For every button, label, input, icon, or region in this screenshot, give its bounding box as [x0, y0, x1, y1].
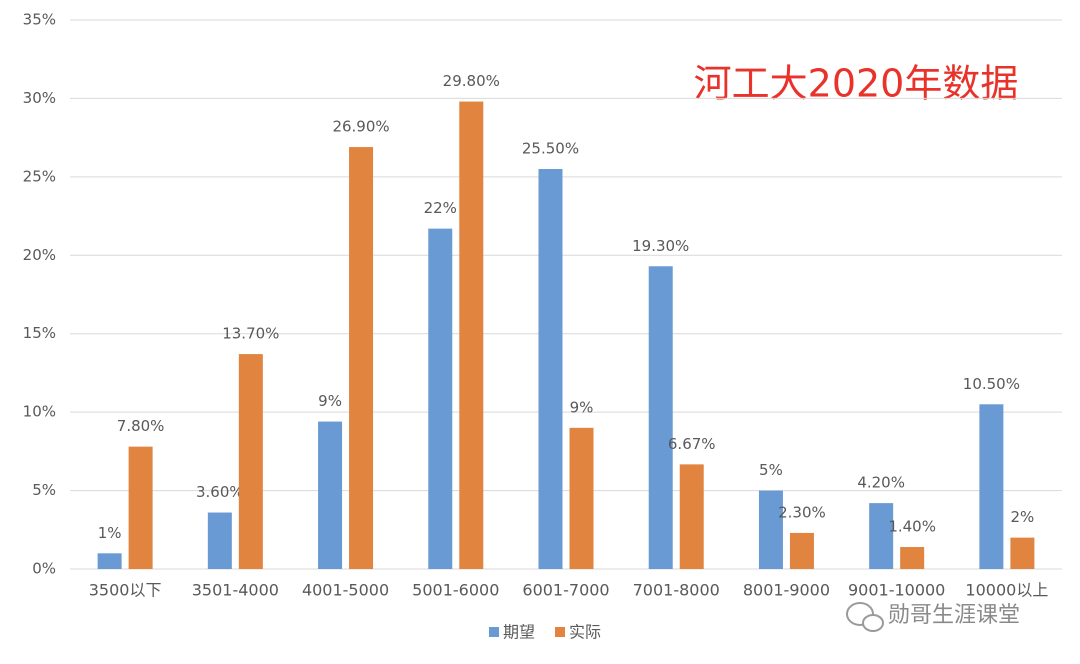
value-label: 9%: [570, 398, 594, 416]
bar: [459, 101, 484, 570]
value-label: 22%: [424, 199, 457, 217]
value-label: 19.30%: [632, 237, 689, 255]
value-label: 1.40%: [888, 518, 936, 536]
value-label: 2%: [1010, 508, 1034, 526]
bar: [207, 512, 232, 569]
bar: [128, 446, 153, 569]
value-label: 4.20%: [857, 474, 905, 492]
x-tick-label: 6001-7000: [522, 581, 609, 600]
bar: [758, 490, 783, 569]
x-tick-label: 7001-8000: [633, 581, 720, 600]
bar: [97, 553, 122, 569]
y-tick-label: 35%: [23, 11, 56, 29]
y-tick-label: 0%: [32, 560, 56, 578]
value-label: 29.80%: [443, 72, 500, 90]
bar: [569, 427, 594, 569]
value-label: 13.70%: [222, 325, 279, 343]
x-tick-label: 4001-5000: [302, 581, 389, 600]
y-tick-label: 20%: [23, 246, 56, 264]
bar: [789, 532, 814, 569]
bar: [1010, 537, 1035, 569]
y-tick-label: 10%: [23, 403, 56, 421]
watermark-icon: [846, 602, 884, 632]
bar: [869, 503, 894, 569]
bar: [538, 169, 563, 569]
x-tick-label: 5001-6000: [412, 581, 499, 600]
x-tick-label: 9001-10000: [848, 581, 945, 600]
bar: [900, 547, 925, 569]
x-tick-label: 3500以下: [89, 581, 162, 600]
value-label: 1%: [98, 524, 122, 542]
x-tick-label: 8001-9000: [743, 581, 830, 600]
value-label: 2.30%: [778, 503, 826, 521]
value-label: 26.90%: [332, 118, 389, 136]
value-label: 9%: [318, 392, 342, 410]
value-label: 7.80%: [117, 417, 165, 435]
watermark: 勋哥生涯课堂: [888, 603, 1020, 628]
y-tick-label: 30%: [23, 89, 56, 107]
bar: [349, 147, 374, 569]
legend-label: 实际: [569, 623, 601, 642]
value-label: 25.50%: [522, 140, 579, 158]
legend-swatch: [489, 627, 499, 637]
bar: [679, 464, 704, 569]
x-tick-label: 3501-4000: [192, 581, 279, 600]
y-tick-label: 15%: [23, 324, 56, 342]
bar: [979, 404, 1004, 569]
value-label: 3.60%: [196, 483, 244, 501]
value-label: 6.67%: [668, 435, 716, 453]
bar: [648, 266, 673, 569]
value-label: 10.50%: [963, 375, 1020, 393]
bar: [428, 228, 453, 569]
bar: [238, 354, 263, 569]
x-tick-label: 10000以上: [965, 581, 1048, 600]
value-label: 5%: [759, 461, 783, 479]
y-tick-label: 5%: [32, 481, 56, 499]
y-tick-label: 25%: [23, 167, 56, 185]
bar: [318, 421, 343, 569]
legend-swatch: [555, 627, 566, 637]
legend-label: 期望: [503, 623, 535, 642]
